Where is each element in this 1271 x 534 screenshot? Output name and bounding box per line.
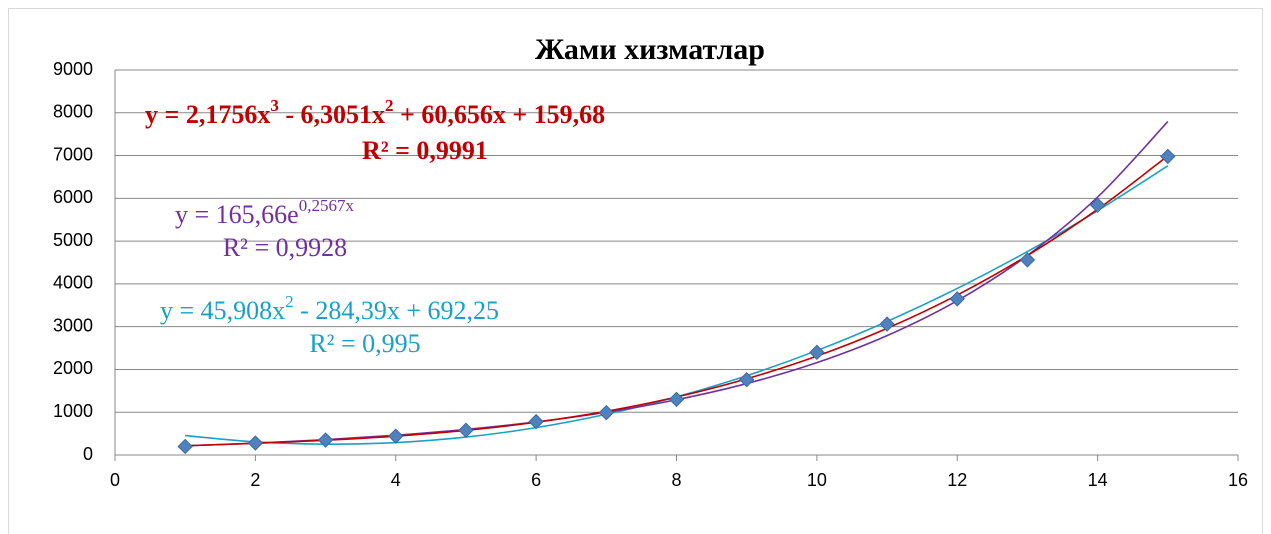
- x-tick-label: 4: [391, 470, 401, 490]
- data-point: [809, 344, 825, 361]
- x-tick-label: 8: [671, 470, 681, 490]
- x-tick-label: 16: [1228, 470, 1248, 490]
- chart-title: Жами хизматлар: [535, 33, 765, 66]
- data-point: [879, 316, 895, 332]
- y-tick-label: 3000: [53, 315, 93, 335]
- y-tick-label: 6000: [53, 187, 93, 207]
- data-point: [528, 413, 544, 430]
- equation-superscript: 0,2567x: [299, 196, 355, 215]
- equation-part: + 60,656x + 159,68: [394, 100, 606, 129]
- data-point: [458, 422, 474, 438]
- data-point: [177, 438, 193, 455]
- trendline-r2: R² = 0,9928: [223, 233, 347, 262]
- data-point: [1160, 148, 1176, 165]
- y-tick-label: 4000: [53, 273, 93, 293]
- y-tick-label: 2000: [53, 358, 93, 378]
- equation-part: y = 2,1756x: [145, 100, 270, 129]
- equation-superscript: 2: [385, 96, 394, 115]
- trendline-equation: y = 45,908x2 - 284,39x + 692,25: [160, 292, 499, 325]
- data-point: [668, 391, 685, 408]
- y-tick-label: 5000: [53, 230, 93, 250]
- y-tick-label: 7000: [53, 144, 93, 164]
- data-point: [598, 404, 615, 421]
- y-tick-label: 1000: [53, 401, 93, 421]
- equation-part: y = 165,66e: [175, 200, 299, 229]
- data-point: [388, 428, 404, 444]
- data-point: [247, 435, 264, 451]
- chart-border: [8, 8, 1263, 534]
- data-point: [1019, 252, 1036, 268]
- equation-part: y = 45,908x: [160, 296, 285, 325]
- trendline-r2: R² = 0,9991: [362, 136, 488, 165]
- x-tick-label: 2: [250, 470, 260, 490]
- x-tick-label: 12: [947, 470, 967, 490]
- trendline-equation: y = 2,1756x3 - 6,3051x2 + 60,656x + 159,…: [145, 96, 605, 129]
- equation-part: - 6,3051x: [279, 100, 385, 129]
- x-tick-label: 14: [1088, 470, 1108, 490]
- trendline-equation: y = 165,66e0,2567x: [175, 196, 354, 229]
- y-tick-label: 8000: [53, 102, 93, 122]
- x-tick-label: 6: [531, 470, 541, 490]
- y-tick-label: 0: [83, 444, 93, 464]
- equation-superscript: 3: [270, 96, 279, 115]
- data-point: [949, 291, 965, 307]
- data-point: [738, 372, 755, 388]
- data-point: [317, 432, 334, 448]
- x-tick-label: 0: [110, 470, 120, 490]
- y-tick-label: 9000: [53, 59, 93, 79]
- trendline-r2: R² = 0,995: [309, 329, 420, 358]
- x-tick-label: 10: [807, 470, 827, 490]
- equation-part: - 284,39x + 692,25: [294, 296, 499, 325]
- data-point: [1089, 197, 1106, 213]
- equation-superscript: 2: [285, 292, 294, 311]
